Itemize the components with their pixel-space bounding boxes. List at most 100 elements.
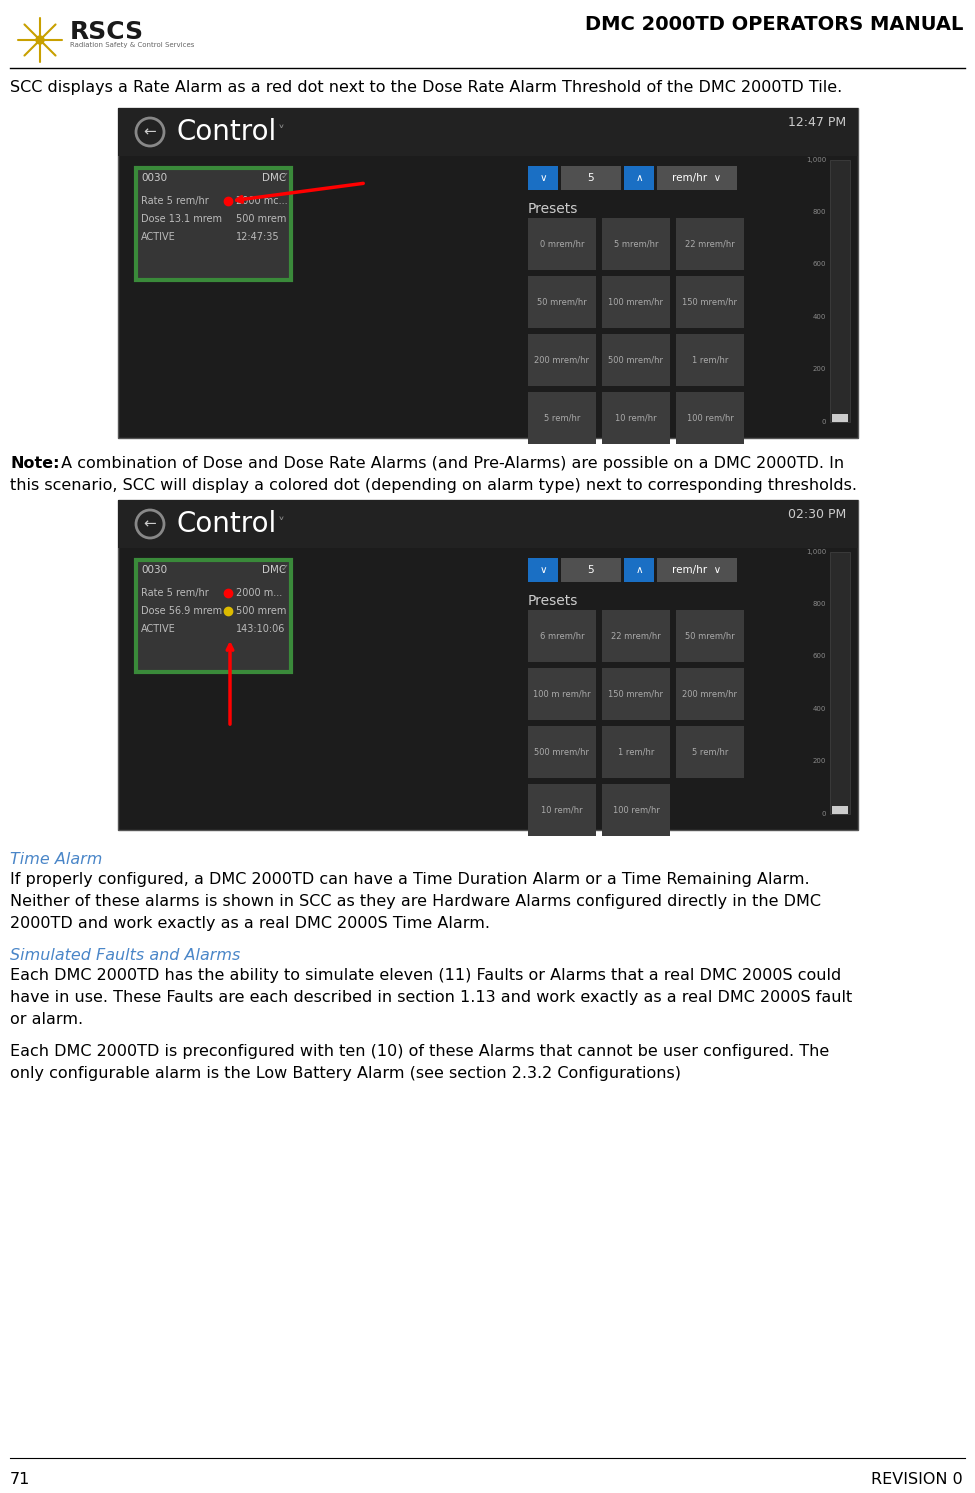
Bar bbox=[118, 500, 858, 830]
Bar bbox=[602, 218, 670, 270]
Text: rem/hr  ∨: rem/hr ∨ bbox=[673, 173, 722, 184]
Text: ACTIVE: ACTIVE bbox=[141, 624, 176, 635]
Text: 12:47 PM: 12:47 PM bbox=[788, 116, 846, 128]
Text: ∧: ∧ bbox=[635, 173, 643, 184]
Text: 1 rem/hr: 1 rem/hr bbox=[692, 355, 728, 364]
Bar bbox=[136, 169, 291, 281]
Text: DMC: DMC bbox=[261, 564, 286, 575]
Text: Neither of these alarms is shown in SCC as they are Hardware Alarms configured d: Neither of these alarms is shown in SCC … bbox=[10, 894, 821, 909]
Text: Rate 5 rem/hr: Rate 5 rem/hr bbox=[141, 196, 209, 206]
Bar bbox=[118, 107, 858, 155]
Text: 22 mrem/hr: 22 mrem/hr bbox=[611, 632, 661, 640]
Text: 100 rem/hr: 100 rem/hr bbox=[686, 414, 733, 423]
Text: ←: ← bbox=[143, 517, 156, 532]
Bar bbox=[676, 667, 744, 720]
Bar bbox=[561, 558, 621, 582]
Bar bbox=[528, 558, 558, 582]
Bar bbox=[832, 806, 848, 814]
Bar bbox=[528, 784, 596, 836]
Bar bbox=[602, 784, 670, 836]
Bar bbox=[676, 334, 744, 387]
Text: 200: 200 bbox=[812, 366, 826, 372]
Text: 500 mrem: 500 mrem bbox=[236, 213, 287, 224]
Text: 1 rem/hr: 1 rem/hr bbox=[618, 748, 654, 757]
Text: DMC: DMC bbox=[261, 173, 286, 184]
Bar bbox=[657, 166, 737, 190]
Bar bbox=[676, 611, 744, 661]
Text: Dose 56.9 mrem: Dose 56.9 mrem bbox=[141, 606, 222, 617]
Text: 400: 400 bbox=[812, 706, 826, 712]
Text: 400: 400 bbox=[812, 314, 826, 320]
Text: Presets: Presets bbox=[528, 202, 578, 216]
Text: 10 rem/hr: 10 rem/hr bbox=[615, 414, 657, 423]
Text: Control: Control bbox=[176, 118, 276, 146]
Bar bbox=[528, 218, 596, 270]
Text: DMC 2000TD OPERATORS MANUAL: DMC 2000TD OPERATORS MANUAL bbox=[585, 15, 963, 34]
Bar bbox=[528, 166, 558, 190]
Text: ✓: ✓ bbox=[281, 172, 289, 181]
Text: Control: Control bbox=[176, 511, 276, 537]
Bar bbox=[136, 560, 291, 672]
Bar bbox=[676, 393, 744, 443]
Bar bbox=[624, 166, 654, 190]
Text: or alarm.: or alarm. bbox=[10, 1012, 83, 1027]
Bar bbox=[830, 552, 850, 814]
Text: 500 mrem/hr: 500 mrem/hr bbox=[534, 748, 590, 757]
Bar bbox=[602, 667, 670, 720]
Text: rem/hr  ∨: rem/hr ∨ bbox=[673, 564, 722, 575]
Text: Radiation Safety & Control Services: Radiation Safety & Control Services bbox=[70, 42, 194, 48]
Bar bbox=[602, 726, 670, 778]
Text: ACTIVE: ACTIVE bbox=[141, 231, 176, 242]
Text: Each DMC 2000TD is preconfigured with ten (10) of these Alarms that cannot be us: Each DMC 2000TD is preconfigured with te… bbox=[10, 1044, 830, 1059]
Bar bbox=[830, 160, 850, 423]
Text: Simulated Faults and Alarms: Simulated Faults and Alarms bbox=[10, 948, 241, 963]
Text: 2000 m...: 2000 m... bbox=[236, 588, 282, 599]
Text: If properly configured, a DMC 2000TD can have a Time Duration Alarm or a Time Re: If properly configured, a DMC 2000TD can… bbox=[10, 872, 809, 887]
Text: 0: 0 bbox=[822, 420, 826, 426]
Text: SCC displays a Rate Alarm as a red dot next to the Dose Rate Alarm Threshold of : SCC displays a Rate Alarm as a red dot n… bbox=[10, 81, 842, 96]
Text: 100 rem/hr: 100 rem/hr bbox=[612, 806, 659, 815]
Text: ∨: ∨ bbox=[539, 173, 547, 184]
Text: 0 mrem/hr: 0 mrem/hr bbox=[540, 239, 584, 248]
Text: 5: 5 bbox=[588, 564, 595, 575]
Text: have in use. These Faults are each described in section 1.13 and work exactly as: have in use. These Faults are each descr… bbox=[10, 990, 852, 1005]
Bar bbox=[676, 726, 744, 778]
Text: 800: 800 bbox=[812, 602, 826, 608]
Bar bbox=[657, 558, 737, 582]
Text: Rate 5 rem/hr: Rate 5 rem/hr bbox=[141, 588, 209, 599]
Text: 5 mrem/hr: 5 mrem/hr bbox=[613, 239, 658, 248]
Bar bbox=[602, 611, 670, 661]
Text: 50 mrem/hr: 50 mrem/hr bbox=[685, 632, 735, 640]
Text: Note:: Note: bbox=[10, 455, 59, 470]
Text: 5 rem/hr: 5 rem/hr bbox=[692, 748, 728, 757]
Text: 600: 600 bbox=[812, 652, 826, 658]
Text: 200 mrem/hr: 200 mrem/hr bbox=[534, 355, 590, 364]
Text: Presets: Presets bbox=[528, 594, 578, 608]
Text: ∨: ∨ bbox=[539, 564, 547, 575]
Text: 5: 5 bbox=[588, 173, 595, 184]
Text: ←: ← bbox=[143, 124, 156, 139]
Circle shape bbox=[36, 36, 44, 43]
Text: 0030: 0030 bbox=[141, 173, 167, 184]
Text: 600: 600 bbox=[812, 261, 826, 267]
Text: only configurable alarm is the Low Battery Alarm (see section 2.3.2 Configuratio: only configurable alarm is the Low Batte… bbox=[10, 1066, 681, 1081]
Text: Dose 13.1 mrem: Dose 13.1 mrem bbox=[141, 213, 222, 224]
Text: 0: 0 bbox=[822, 811, 826, 817]
Bar bbox=[602, 334, 670, 387]
Bar bbox=[676, 218, 744, 270]
Text: ∧: ∧ bbox=[635, 564, 643, 575]
Bar bbox=[528, 667, 596, 720]
Text: 22 mrem/hr: 22 mrem/hr bbox=[685, 239, 735, 248]
Text: 500 mrem/hr: 500 mrem/hr bbox=[608, 355, 664, 364]
Text: 12:47:35: 12:47:35 bbox=[236, 231, 280, 242]
Bar bbox=[118, 500, 858, 548]
Bar bbox=[528, 726, 596, 778]
Bar bbox=[602, 393, 670, 443]
Text: Time Alarm: Time Alarm bbox=[10, 853, 102, 867]
Bar bbox=[676, 276, 744, 328]
Bar bbox=[528, 276, 596, 328]
Text: 150 mrem/hr: 150 mrem/hr bbox=[682, 297, 737, 306]
Bar bbox=[624, 558, 654, 582]
Text: 800: 800 bbox=[812, 209, 826, 215]
Text: A combination of Dose and Dose Rate Alarms (and Pre-Alarms) are possible on a DM: A combination of Dose and Dose Rate Alar… bbox=[56, 455, 844, 470]
